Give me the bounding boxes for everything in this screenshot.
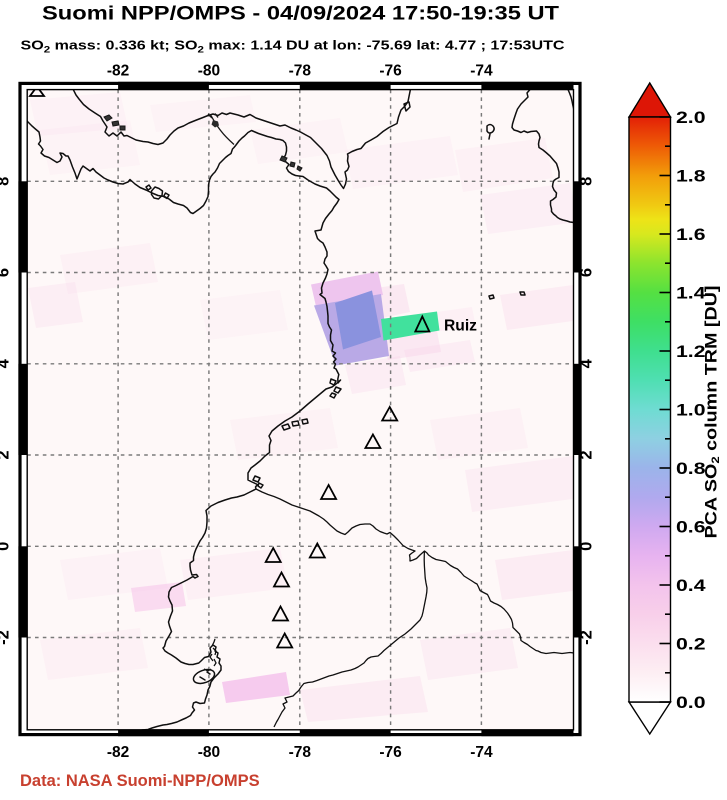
svg-text:6: 6: [578, 268, 596, 277]
svg-text:0: 0: [0, 542, 13, 551]
svg-text:0.6: 0.6: [676, 517, 706, 536]
svg-text:-82: -82: [107, 744, 129, 761]
svg-text:6: 6: [0, 268, 13, 277]
svg-text:2.0: 2.0: [676, 108, 706, 127]
svg-text:0.0: 0.0: [676, 693, 706, 712]
svg-text:PCA SO2 column TRM [DU]: PCA SO2 column TRM [DU]: [703, 286, 723, 539]
svg-text:0.4: 0.4: [676, 576, 706, 595]
svg-text:1.6: 1.6: [676, 225, 706, 244]
svg-text:0: 0: [578, 542, 596, 551]
svg-text:-80: -80: [198, 63, 220, 80]
svg-text:2: 2: [578, 450, 596, 459]
svg-text:Ruiz: Ruiz: [444, 318, 477, 335]
svg-text:8: 8: [0, 177, 13, 186]
svg-text:2: 2: [0, 450, 13, 459]
svg-text:Suomi NPP/OMPS - 04/09/2024 17: Suomi NPP/OMPS - 04/09/2024 17:50-19:35 …: [42, 3, 559, 25]
svg-text:4: 4: [0, 358, 13, 368]
svg-text:1.2: 1.2: [676, 342, 706, 361]
svg-text:-80: -80: [198, 744, 220, 761]
svg-text:0.8: 0.8: [676, 459, 706, 478]
svg-text:1.8: 1.8: [676, 166, 706, 185]
svg-text:Data: NASA Suomi-NPP/OMPS: Data: NASA Suomi-NPP/OMPS: [20, 772, 260, 790]
svg-text:-78: -78: [289, 63, 312, 80]
svg-text:1.0: 1.0: [676, 400, 706, 419]
svg-text:SO2 mass: 0.336 kt; SO2 max: 1: SO 2 mass: 0.336 kt; SO 2 max: 1.14 DU at …: [21, 38, 566, 56]
svg-text:-76: -76: [379, 63, 402, 80]
svg-text:-78: -78: [289, 744, 312, 761]
svg-text:0.2: 0.2: [676, 634, 706, 653]
svg-text:-82: -82: [107, 63, 129, 80]
svg-text:-2: -2: [578, 630, 596, 645]
svg-text:-74: -74: [470, 63, 493, 80]
svg-text:8: 8: [578, 177, 596, 186]
svg-text:-76: -76: [379, 744, 402, 761]
svg-text:-2: -2: [0, 630, 13, 645]
svg-text:1.4: 1.4: [676, 283, 706, 302]
svg-text:4: 4: [578, 358, 596, 368]
svg-text:-74: -74: [470, 744, 493, 761]
